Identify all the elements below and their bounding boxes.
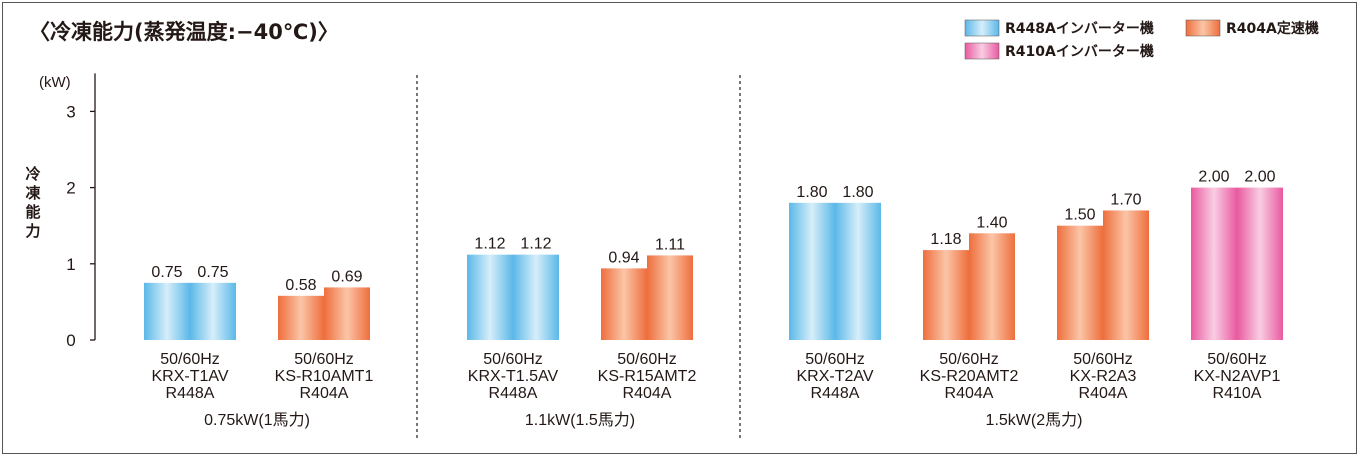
y-axis-label-char: 能 [25, 203, 40, 221]
y-tick-label: 0 [66, 331, 75, 350]
bar-value-label: 0.58 [285, 277, 316, 294]
bar-value-label: 1.12 [474, 236, 505, 253]
y-tick-label: 1 [66, 255, 75, 274]
group-label: 1.1kW(1.5馬力) [525, 411, 635, 429]
legend-label-r448a: R448Aインバーター機 [1005, 20, 1154, 37]
chart-legend: R448Aインバーター機 R404A定速機 R410Aインバーター機 [964, 19, 1319, 60]
bar-kx-n2avp1-1 [1191, 187, 1237, 340]
bar-value-label: 0.75 [151, 264, 182, 281]
y-tick-label: 2 [66, 179, 75, 198]
bar-series: 0.75 0.75 0.58 0.69 1.12 1.12 0.94 1.11 1.80 1.80… [144, 169, 1283, 340]
category-labels: 50/60HzKRX-T1AVR448A50/60HzKS-R10AMT1R40… [151, 351, 1280, 429]
bar-value-label: 1.50 [1064, 207, 1095, 224]
product-label-line: KRX-T1.5AV [468, 368, 559, 385]
bar-value-label: 1.12 [520, 236, 551, 253]
bar-ks-r10amt1-1 [278, 295, 324, 340]
bar-ks-r15amt2-1 [601, 268, 647, 340]
bar-krx-t1.5av-1 [467, 254, 513, 340]
product-label-line: KRX-T1AV [151, 368, 228, 385]
y-axis-label-char: 力 [25, 222, 40, 240]
bar-value-label: 0.94 [608, 249, 639, 266]
bar-value-label: 0.75 [197, 264, 228, 281]
chart-title: 〈冷凍能力(蒸発温度:−40℃)〉 [29, 20, 339, 44]
y-axis-unit: (kW) [39, 74, 71, 91]
product-label-line: 50/60Hz [160, 351, 220, 368]
legend-label-r410a: R410Aインバーター機 [1005, 43, 1154, 60]
bar-ks-r20amt2-1 [923, 250, 969, 340]
y-axis-label-char: 冷 [25, 165, 40, 183]
product-label-line: KX-N2AVP1 [1194, 368, 1281, 385]
bar-krx-t1av-1 [144, 282, 190, 340]
group-label: 0.75kW(1馬力) [204, 411, 310, 429]
bar-krx-t2av-1 [789, 202, 835, 340]
y-tick-label: 3 [66, 102, 75, 121]
product-label-line: 50/60Hz [1207, 351, 1267, 368]
group-label: 1.5kW(2馬力) [986, 411, 1083, 429]
bar-kx-r2a3-1 [1057, 225, 1103, 340]
y-axis: 0 1 2 3 [66, 73, 741, 439]
bar-value-label: 1.70 [1110, 191, 1141, 208]
bar-value-label: 0.69 [331, 268, 362, 285]
product-label-line: 50/60Hz [294, 351, 354, 368]
bar-krx-t2av-2 [835, 202, 881, 340]
product-label-line: R404A [945, 385, 994, 402]
bar-kx-n2avp1-2 [1237, 187, 1283, 340]
product-label-line: 50/60Hz [939, 351, 999, 368]
refrigeration-capacity-chart: 〈冷凍能力(蒸発温度:−40℃)〉 R448Aインバーター機 R404A定速機R4… [25, 19, 1319, 439]
legend-swatch-r448a [964, 19, 1000, 37]
product-label-line: 50/60Hz [483, 351, 543, 368]
product-label-line: 50/60Hz [617, 351, 677, 368]
product-label-line: R404A [1079, 385, 1128, 402]
product-label-line: 50/60Hz [1073, 351, 1133, 368]
product-label-line: R448A [489, 385, 538, 402]
bar-kx-r2a3-2 [1103, 210, 1149, 340]
bar-value-label: 1.80 [796, 184, 827, 201]
y-axis-label: 冷凍能力 [25, 165, 41, 240]
product-label-line: R404A [623, 385, 672, 402]
product-label-line: R410A [1213, 385, 1262, 402]
product-label-line: KS-R10AMT1 [275, 368, 374, 385]
bar-ks-r20amt2-2 [969, 233, 1015, 340]
legend-swatch-r404a [1185, 19, 1221, 37]
bar-krx-t1av-2 [190, 282, 236, 340]
product-label-line: KRX-T2AV [796, 368, 873, 385]
product-label-line: KX-R2A3 [1070, 368, 1137, 385]
product-label-line: 50/60Hz [805, 351, 865, 368]
product-label-line: R448A [811, 385, 860, 402]
bar-value-label: 2.00 [1198, 169, 1229, 186]
product-label-line: R448A [166, 385, 215, 402]
legend-label-r404a: R404A定速機 [1226, 20, 1319, 37]
bar-value-label: 1.40 [976, 214, 1007, 231]
bar-value-label: 1.18 [930, 231, 961, 248]
bar-value-label: 2.00 [1244, 169, 1275, 186]
bar-value-label: 1.11 [655, 236, 685, 253]
bar-krx-t1.5av-2 [513, 254, 559, 340]
product-label-line: KS-R15AMT2 [598, 368, 697, 385]
bar-ks-r10amt1-2 [324, 287, 370, 340]
legend-swatch-r410a [964, 42, 1000, 60]
y-axis-label-char: 凍 [25, 184, 41, 202]
bar-value-label: 1.80 [842, 184, 873, 201]
product-label-line: KS-R20AMT2 [920, 368, 1019, 385]
bar-ks-r15amt2-2 [647, 255, 693, 340]
product-label-line: R404A [300, 385, 349, 402]
